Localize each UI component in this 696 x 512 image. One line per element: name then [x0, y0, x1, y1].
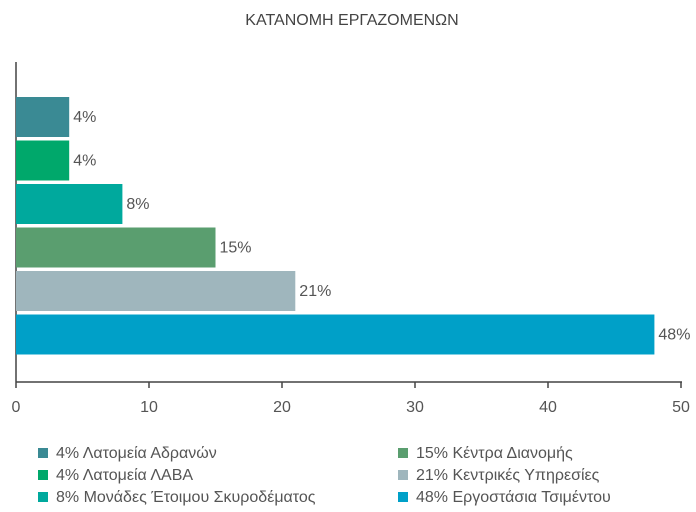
- data-label: 4%: [73, 153, 96, 170]
- x-tick-label: 40: [539, 399, 557, 416]
- bar: [16, 140, 70, 181]
- x-tick-label: 20: [273, 399, 291, 416]
- legend-swatch: [38, 470, 48, 480]
- legend-label: 15% Κέντρα Διανομής: [416, 445, 573, 462]
- legend-label: 48% Εργοστάσια Τσιμέντου: [416, 489, 611, 506]
- x-tick-label: 10: [140, 399, 158, 416]
- x-tick-label: 30: [406, 399, 424, 416]
- data-label: 21%: [299, 283, 331, 300]
- legend-label: 4% Λατομεία Αδρανών: [56, 445, 217, 462]
- data-label: 15%: [220, 240, 252, 257]
- legend-swatch: [38, 448, 48, 458]
- data-label: 48%: [658, 327, 690, 344]
- bar: [16, 97, 70, 137]
- legend-label: 8% Μονάδες Έτοιμου Σκυροδέματος: [56, 489, 316, 506]
- data-label: 8%: [126, 196, 149, 213]
- legend-label: 21% Κεντρικές Υπηρεσίες: [416, 467, 600, 484]
- bar: [16, 227, 216, 268]
- legend-label: 4% Λατομεία ΛΑΒΑ: [56, 467, 193, 484]
- legend-swatch: [398, 492, 408, 502]
- legend-swatch: [38, 492, 48, 502]
- bar: [16, 184, 123, 224]
- data-label: 4%: [73, 109, 96, 126]
- bar: [16, 271, 296, 311]
- bar: [16, 314, 655, 355]
- x-tick-label: 50: [672, 399, 690, 416]
- legend-swatch: [398, 448, 408, 458]
- legend-swatch: [398, 470, 408, 480]
- chart-title: ΚΑΤΑΝΟΜΗ ΕΡΓΑΖΟΜΕΝΩΝ: [245, 12, 458, 29]
- x-tick-label: 0: [12, 399, 21, 416]
